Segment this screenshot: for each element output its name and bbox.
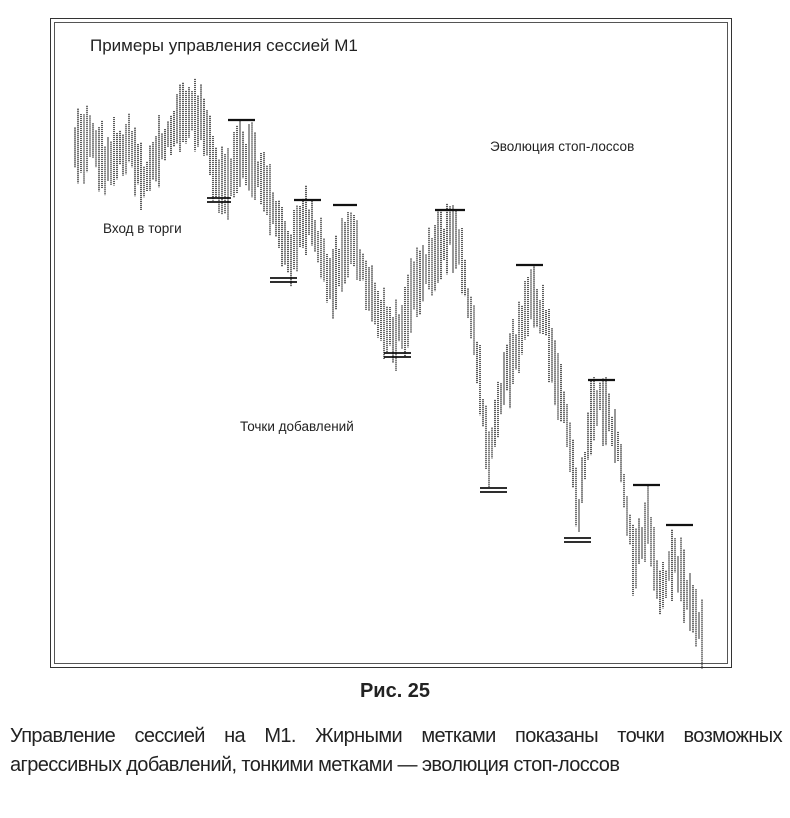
annotation-add-points: Точки добавлений	[240, 419, 354, 434]
annotation-stop-loss-evolution: Эволюция стоп-лоссов	[490, 139, 635, 154]
figure-caption: Управление сессией на М1. Жирными меткам…	[10, 725, 783, 776]
figure-label: Рис. 25	[359, 680, 431, 702]
annotation-entry: Вход в торги	[103, 221, 182, 236]
add-point-mark	[480, 487, 507, 493]
add-point-mark	[564, 537, 591, 543]
chart-frame-outer	[50, 18, 732, 668]
add-point-mark	[207, 197, 231, 203]
chart-frame-inner	[54, 22, 728, 664]
add-point-mark	[270, 277, 297, 283]
price-chart	[74, 78, 703, 669]
chart-title: Примеры управления сессией М1	[90, 36, 358, 55]
add-point-mark	[384, 352, 411, 358]
